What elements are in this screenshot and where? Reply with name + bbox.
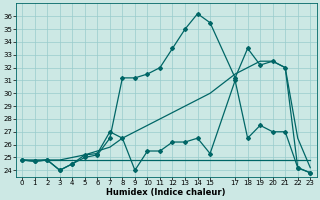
X-axis label: Humidex (Indice chaleur): Humidex (Indice chaleur): [107, 188, 226, 197]
